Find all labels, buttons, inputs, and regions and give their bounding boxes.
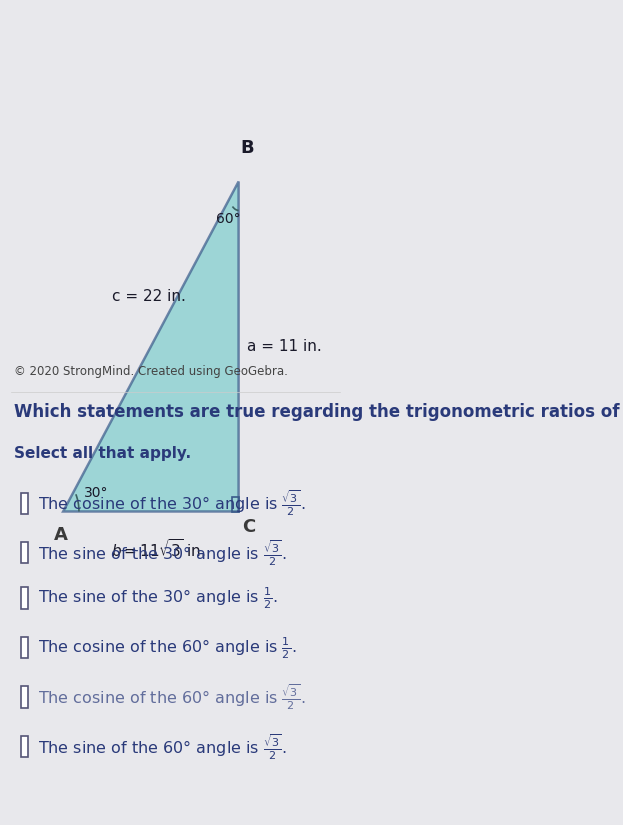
Text: c = 22 in.: c = 22 in. <box>112 289 186 304</box>
Text: Select all that apply.: Select all that apply. <box>14 446 191 461</box>
Bar <box>21 493 29 514</box>
Text: The cosine of the 60° angle is $\frac{\sqrt{3}}{2}$.: The cosine of the 60° angle is $\frac{\s… <box>38 682 306 712</box>
Text: 30°: 30° <box>83 486 108 500</box>
Text: Which statements are true regarding the trigonometric ratios of this triangle?: Which statements are true regarding the … <box>14 403 623 421</box>
Text: B: B <box>240 139 254 157</box>
Bar <box>21 736 29 757</box>
Bar <box>21 686 29 708</box>
Text: $b = 11\sqrt{3}$ in.: $b = 11\sqrt{3}$ in. <box>110 538 205 560</box>
Text: The sine of the 30° angle is $\frac{1}{2}$.: The sine of the 30° angle is $\frac{1}{2… <box>38 585 278 611</box>
Text: The sine of the 60° angle is $\frac{\sqrt{3}}{2}$.: The sine of the 60° angle is $\frac{\sqr… <box>38 732 287 761</box>
Bar <box>21 587 29 609</box>
Text: The cosine of the 30° angle is $\frac{\sqrt{3}}{2}$.: The cosine of the 30° angle is $\frac{\s… <box>38 488 306 518</box>
Text: © 2020 StrongMind. Created using GeoGebra.: © 2020 StrongMind. Created using GeoGebr… <box>14 365 288 379</box>
Text: The cosine of the 60° angle is $\frac{1}{2}$.: The cosine of the 60° angle is $\frac{1}… <box>38 634 297 661</box>
Text: The sine of the 30° angle is $\frac{\sqrt{3}}{2}$.: The sine of the 30° angle is $\frac{\sqr… <box>38 538 287 568</box>
Text: a = 11 in.: a = 11 in. <box>247 338 322 354</box>
Text: C: C <box>242 518 255 536</box>
Polygon shape <box>63 182 239 512</box>
Text: A: A <box>54 526 69 544</box>
Bar <box>21 637 29 658</box>
Bar <box>21 542 29 563</box>
Text: 60°: 60° <box>216 212 240 226</box>
